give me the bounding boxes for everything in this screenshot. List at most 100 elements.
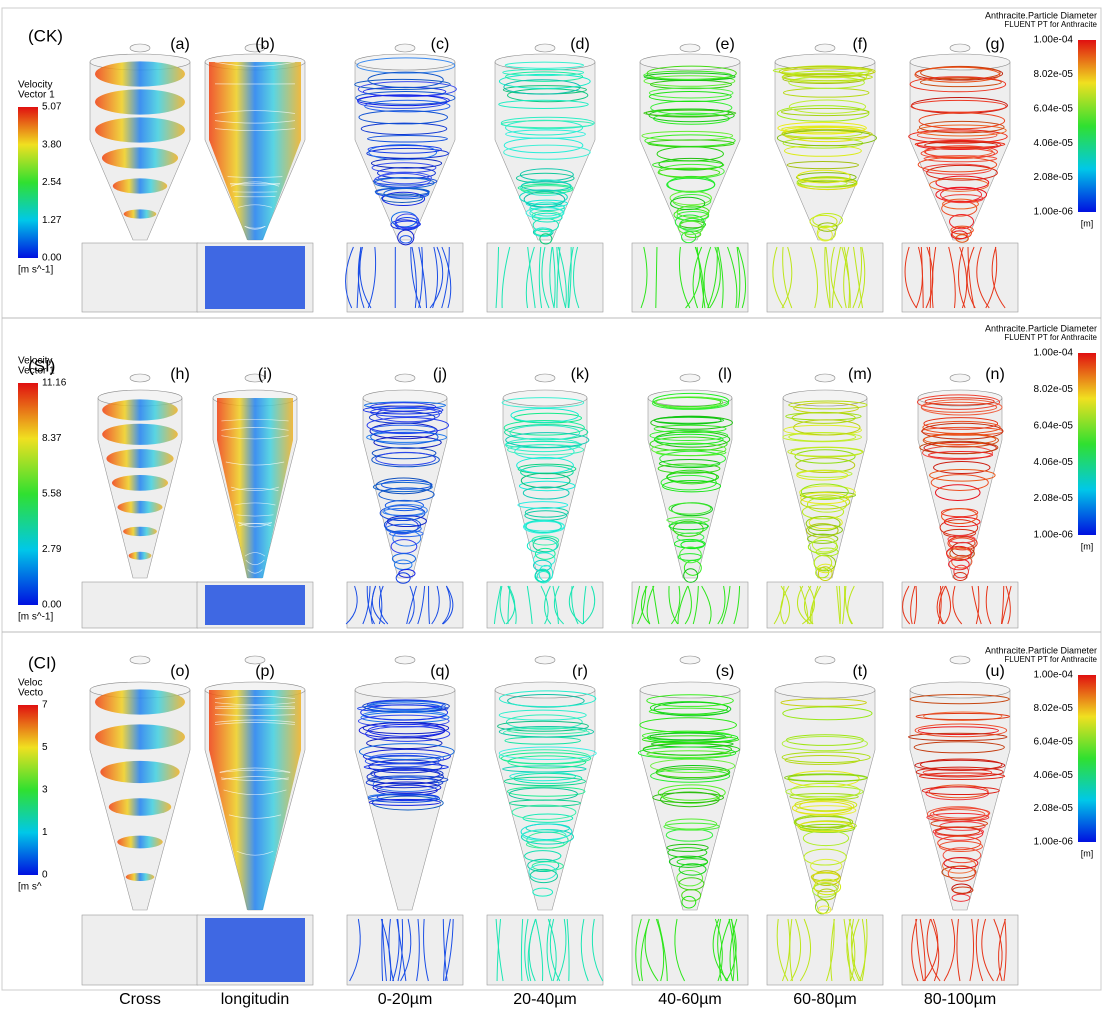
- diameter-tick-label: 8.02e-05: [1034, 69, 1074, 80]
- diameter-legend-title: Anthracite.Particle Diameter: [985, 323, 1097, 333]
- velocity-tick-label: 0.00: [42, 253, 62, 264]
- velocity-legend-unit: [m s^-1]: [18, 265, 53, 276]
- velocity-colorbar: [18, 705, 38, 875]
- velocity-tick-label: 5: [42, 742, 48, 753]
- velocity-slice: [95, 61, 185, 86]
- collector-flow: [205, 246, 305, 309]
- outlet: [535, 374, 555, 382]
- velocity-tick-label: 1.27: [42, 215, 62, 226]
- cyclone-top: [640, 682, 740, 698]
- cyclone-top: [775, 682, 875, 698]
- diameter-tick-label: 1.00e-06: [1034, 837, 1074, 848]
- outlet: [950, 44, 970, 52]
- cyclone-top: [783, 390, 867, 406]
- panel-label: (o): [170, 663, 190, 680]
- outlet: [950, 374, 970, 382]
- velocity-tick-label: 11.16: [42, 378, 67, 389]
- velocity-slice: [95, 689, 185, 714]
- diameter-tick-label: 1.00e-04: [1034, 35, 1074, 46]
- panel-label: (k): [571, 366, 590, 383]
- velocity-tick-label: 8.37: [42, 433, 62, 444]
- panel-label: (u): [985, 663, 1005, 680]
- panel-label: (i): [258, 366, 272, 383]
- collector: [487, 243, 603, 312]
- velocity-slice: [126, 873, 155, 881]
- panel-label: (a): [170, 36, 190, 53]
- diameter-tick-label: 6.04e-05: [1034, 103, 1074, 114]
- velocity-slice: [95, 117, 185, 142]
- panel-label: (r): [572, 663, 588, 680]
- outlet: [680, 656, 700, 664]
- velocity-slice: [113, 178, 167, 193]
- cyclone-top: [355, 54, 455, 70]
- panel-label: (q): [430, 663, 450, 680]
- collector: [767, 582, 883, 628]
- collector-flow: [205, 585, 305, 625]
- diameter-tick-label: 4.06e-05: [1034, 770, 1074, 781]
- velocity-tick-label: 0.00: [42, 600, 62, 611]
- velocity-legend-subtitle: Vector 1: [18, 366, 55, 377]
- velocity-tick-label: 0: [42, 870, 48, 881]
- diameter-colorbar: [1078, 353, 1096, 535]
- cyclone-top: [495, 682, 595, 698]
- outlet: [680, 44, 700, 52]
- diameter-tick-label: 8.02e-05: [1034, 703, 1074, 714]
- diameter-tick-label: 4.06e-05: [1034, 457, 1074, 468]
- outlet: [535, 656, 555, 664]
- column-label: longitudin: [221, 991, 290, 1008]
- diameter-tick-label: 2.08e-05: [1034, 493, 1074, 504]
- velocity-tick-label: 5.07: [42, 102, 62, 113]
- column-label: 80-100µm: [924, 991, 996, 1008]
- velocity-legend-subtitle: Vector 1: [18, 90, 55, 101]
- diameter-tick-label: 1.00e-06: [1034, 207, 1074, 218]
- collector: [82, 582, 198, 628]
- column-label: 0-20µm: [378, 991, 433, 1008]
- velocity-colorbar: [18, 383, 38, 605]
- column-label: Cross: [119, 991, 161, 1008]
- velocity-slice: [106, 449, 173, 468]
- column-label: 40-60µm: [658, 991, 721, 1008]
- collector: [82, 915, 198, 985]
- diameter-legend-unit: [m]: [1081, 541, 1094, 551]
- cyclone-top: [640, 54, 740, 70]
- velocity-slice: [117, 836, 162, 849]
- panel-label: (t): [852, 663, 867, 680]
- velocity-slice: [118, 501, 163, 514]
- diameter-tick-label: 8.02e-05: [1034, 384, 1074, 395]
- diameter-tick-label: 2.08e-05: [1034, 803, 1074, 814]
- panel-label: (s): [716, 663, 735, 680]
- cyclone-top: [363, 390, 447, 406]
- diameter-legend-unit: [m]: [1081, 848, 1094, 858]
- collector: [632, 582, 748, 628]
- velocity-tick-label: 7: [42, 700, 48, 711]
- velocity-legend-unit: [m s^: [18, 882, 42, 893]
- velocity-slice: [102, 424, 178, 445]
- outlet: [130, 374, 150, 382]
- velocity-slice: [129, 552, 152, 560]
- diameter-tick-label: 6.04e-05: [1034, 420, 1074, 431]
- outlet: [680, 374, 700, 382]
- diameter-legend-title: Anthracite.Particle Diameter: [985, 645, 1097, 655]
- cyclone-top: [355, 682, 455, 698]
- velocity-slice: [124, 209, 157, 218]
- panel-label: (h): [170, 366, 190, 383]
- outlet: [130, 656, 150, 664]
- figure: (CK)(a)(b)(c)(d)(e)(f)(g)VelocityVector …: [0, 0, 1103, 1014]
- diameter-legend-subtitle: FLUENT PT for Anthracite: [1004, 20, 1097, 29]
- row-label: (CI): [28, 653, 56, 672]
- outlet: [395, 374, 415, 382]
- velocity-slice: [100, 761, 179, 783]
- velocity-tick-label: 1: [42, 827, 48, 838]
- velocity-contour: [209, 62, 301, 240]
- panel-label: (j): [433, 366, 447, 383]
- collector-flow: [205, 918, 305, 982]
- outlet: [815, 44, 835, 52]
- velocity-tick-label: 2.54: [42, 177, 62, 188]
- velocity-slice: [95, 724, 185, 749]
- panel-label: (n): [985, 366, 1005, 383]
- panel-label: (g): [985, 36, 1005, 53]
- outlet: [535, 44, 555, 52]
- velocity-slice: [102, 147, 178, 168]
- velocity-contour: [209, 690, 301, 910]
- panel-label: (d): [570, 36, 590, 53]
